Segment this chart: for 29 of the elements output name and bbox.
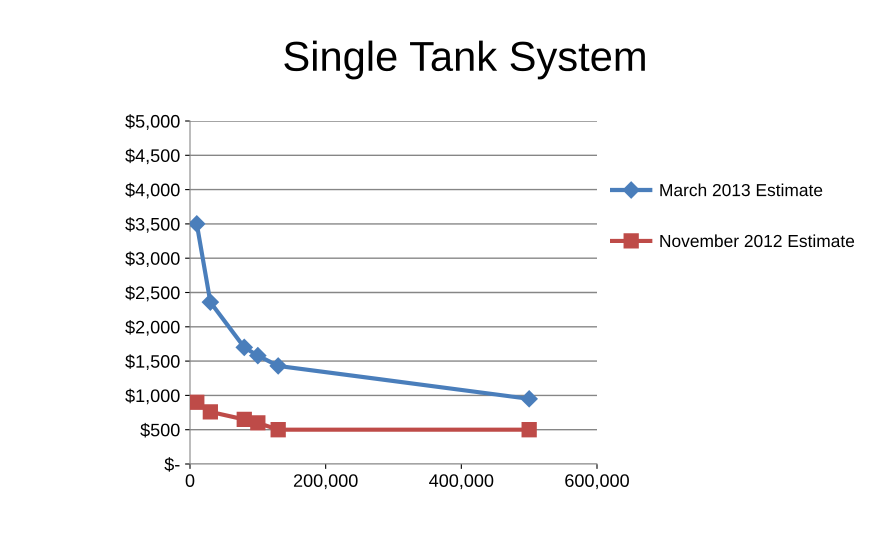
x-tick-label: 200,000 [294, 474, 358, 490]
point [202, 294, 219, 311]
point [236, 338, 253, 356]
y-tick-label: $- [164, 457, 180, 472]
point [202, 404, 218, 420]
y-tick-label: $2,000 [125, 320, 180, 336]
y-tick-label: $1,500 [125, 354, 180, 370]
chart-title: Single Tank System [284, 40, 645, 80]
point [249, 347, 266, 364]
point [190, 394, 204, 410]
legend-label: November 2012 Estimate [660, 234, 854, 248]
legend-label: March 2013 Estimate [660, 183, 822, 196]
point [250, 415, 266, 430]
point [520, 390, 538, 408]
x-tick-label: 600,000 [565, 474, 629, 490]
y-tick-label: $2,500 [125, 286, 180, 302]
y-tick-label: $3,500 [125, 217, 180, 233]
y-tick-label: $1,000 [125, 388, 180, 404]
y-tick-label: $4,500 [125, 148, 180, 164]
point [522, 422, 537, 438]
y-tick-label: $4,000 [125, 182, 180, 198]
y-tick-label: $5,000 [125, 114, 180, 130]
point [236, 412, 252, 428]
y-tick-label: $500 [140, 422, 180, 438]
point [270, 422, 286, 438]
x-tick-label: 400,000 [429, 474, 494, 490]
point [270, 357, 287, 374]
x-tick-label: 0 [186, 474, 194, 487]
y-tick-label: $3,000 [125, 251, 180, 268]
